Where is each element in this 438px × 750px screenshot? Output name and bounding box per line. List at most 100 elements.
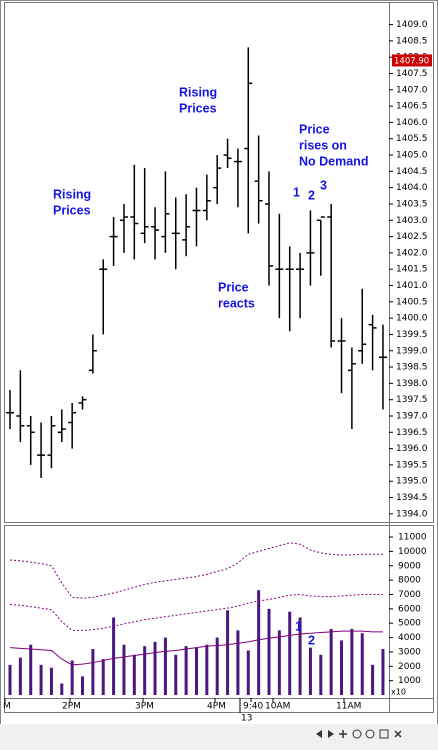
scroll-right-button[interactable] (328, 730, 334, 738)
y-tick-label: 1394.0 (396, 509, 428, 519)
zoom-out-button[interactable] (365, 729, 375, 739)
date-label: 13 (241, 714, 252, 724)
scroll-left-button[interactable] (316, 730, 322, 738)
volume-bar (194, 647, 198, 695)
y-tick-label: 1407.0 (396, 85, 428, 95)
y-tick-label: 1405.5 (396, 134, 428, 144)
volume-bar (184, 646, 188, 695)
annotation: 2 (308, 633, 315, 647)
x-tick-label: 11AM (336, 702, 361, 712)
y-tick-label: 1409.0 (396, 20, 428, 30)
y-tick-label: 1403.0 (396, 216, 428, 226)
settings-button[interactable] (379, 729, 389, 739)
volume-bar (308, 647, 312, 695)
volume-bar (81, 676, 85, 695)
annotation: Prices (53, 203, 91, 217)
volume-bar (91, 649, 95, 695)
zoom-in-button[interactable] (352, 729, 362, 739)
volume-bar (329, 628, 333, 695)
y-tick-label: 1399.0 (396, 346, 428, 356)
x-tick-label: 9:40 (243, 702, 263, 712)
y-tick-label: 3000 (398, 647, 421, 657)
x-tick-label: M (3, 702, 11, 712)
annotation: 3 (320, 178, 327, 192)
y-tick-label: 4000 (398, 633, 421, 643)
y-tick-label: 1404.5 (396, 167, 428, 177)
y-tick-label: 1398.0 (396, 379, 428, 389)
volume-bar (112, 617, 116, 695)
toolbar (0, 724, 438, 750)
volume-bar (39, 664, 43, 695)
y-tick-label: 8000 (398, 576, 421, 586)
price-panel (4, 2, 434, 523)
volume-bar (371, 664, 375, 695)
y-tick-label: 1404.0 (396, 183, 428, 193)
y-tick-label: 1401.5 (396, 265, 428, 275)
x-tick-label: 4PM (207, 702, 226, 712)
volume-bar (101, 659, 105, 695)
y-tick-label: 1396.5 (396, 428, 428, 438)
y-tick-label: 11000 (398, 533, 427, 543)
volume-bar (257, 590, 261, 695)
y-tick-label: 1406.5 (396, 102, 428, 112)
x-tick-label: 2PM (62, 702, 81, 712)
volume-bar (29, 644, 33, 695)
volume-bar (143, 646, 147, 695)
volume-bar (163, 637, 167, 695)
volume-bar (49, 667, 53, 695)
y-tick-label: 1402.0 (396, 248, 428, 258)
y-tick-label: 7000 (398, 590, 421, 600)
annotation: Rising (179, 85, 217, 99)
volume-bar (246, 650, 250, 695)
volume-bar (236, 630, 240, 695)
annotation: reacts (218, 296, 255, 310)
volume-bar (360, 633, 364, 695)
volume-bar (288, 611, 292, 695)
y-tick-label: 1395.0 (396, 477, 428, 487)
volume-bar (215, 637, 219, 695)
y-tick-label: 10000 (398, 547, 427, 557)
y-tick-label: 1394.5 (396, 493, 428, 503)
volume-bar (18, 657, 22, 695)
y-tick-label: 1396.0 (396, 444, 428, 454)
y-tick-label: 1401.0 (396, 281, 428, 291)
y-tick-label: 1405.0 (396, 151, 428, 161)
close-button[interactable] (394, 730, 402, 738)
y-tick-label: 1398.5 (396, 363, 428, 373)
y-tick-label: 6000 (398, 604, 421, 614)
volume-bar (340, 640, 344, 695)
volume-bar (350, 628, 354, 695)
annotation: No Demand (299, 154, 368, 168)
annotation: 2 (308, 188, 315, 202)
y-tick-label: 1407.5 (396, 69, 428, 79)
y-tick-label: 1399.5 (396, 330, 428, 340)
y-tick-label: 5000 (398, 619, 421, 629)
band-line (9, 630, 383, 666)
y-tick-label: 1408.5 (396, 36, 428, 46)
volume-bar (267, 608, 271, 695)
annotation: Price (218, 280, 249, 294)
y-tick-label: 1395.5 (396, 460, 428, 470)
band-line (9, 593, 383, 631)
volume-bar (70, 660, 74, 695)
pan-button[interactable] (339, 730, 347, 738)
y-tick-label: 1403.5 (396, 199, 428, 209)
volume-bar (319, 654, 323, 695)
last-price-label: 1407.90 (394, 56, 429, 66)
annotation: Price (299, 122, 330, 136)
x-tick-label: 3PM (135, 702, 154, 712)
y-tick-label: 2000 (398, 662, 421, 672)
multiplier-label: x10 (391, 688, 406, 697)
y-tick-label: 1000 (398, 676, 421, 686)
y-tick-label: 1397.5 (396, 395, 428, 405)
volume-bar (226, 610, 230, 695)
volume-bar (277, 630, 281, 695)
y-tick-label: 1406.0 (396, 118, 428, 128)
volume-bar (298, 617, 302, 695)
x-tick-label: 10AM (265, 702, 290, 712)
y-tick-label: 1400.0 (396, 314, 428, 324)
volume-bar (205, 644, 209, 695)
volume-bar (122, 644, 126, 695)
